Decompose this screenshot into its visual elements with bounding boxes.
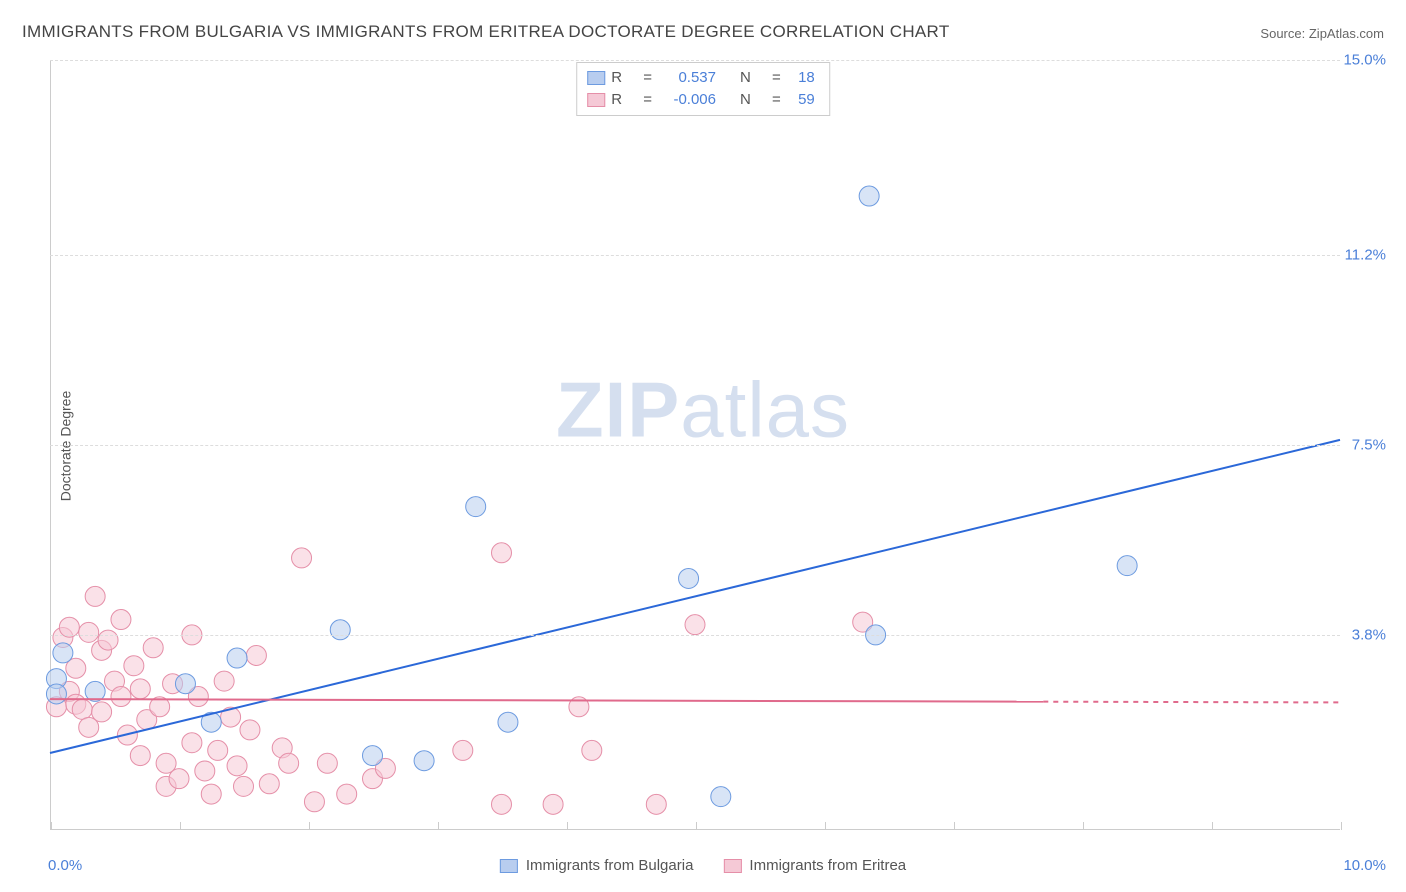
legend-swatch — [723, 859, 741, 873]
data-point — [201, 784, 221, 804]
series-name: Immigrants from Eritrea — [749, 857, 906, 874]
data-point — [143, 638, 163, 658]
legend-n-value: 18 — [787, 67, 815, 89]
x-tick-label-min: 0.0% — [48, 857, 82, 874]
data-point — [124, 656, 144, 676]
legend-eq: = — [643, 67, 652, 89]
data-point — [414, 751, 434, 771]
x-tick-label-max: 10.0% — [1343, 857, 1386, 874]
data-point — [279, 753, 299, 773]
data-point — [685, 615, 705, 635]
data-point — [259, 774, 279, 794]
gridline — [50, 60, 1340, 61]
legend-r-value: 0.537 — [658, 67, 716, 89]
data-point — [543, 794, 563, 814]
y-tick-label: 15.0% — [1343, 52, 1386, 69]
data-point — [330, 620, 350, 640]
legend-eq: = — [772, 89, 781, 111]
legend-r-value: -0.006 — [658, 89, 716, 111]
data-point — [1117, 556, 1137, 576]
legend-r-label: R — [611, 89, 637, 111]
data-point — [130, 679, 150, 699]
data-point — [498, 712, 518, 732]
data-point — [582, 740, 602, 760]
data-point — [85, 586, 105, 606]
data-point — [214, 671, 234, 691]
series-name: Immigrants from Bulgaria — [526, 857, 694, 874]
data-point — [98, 630, 118, 650]
data-point — [234, 776, 254, 796]
legend-row: R = 0.537 N = 18 — [587, 67, 815, 89]
legend-r-label: R — [611, 67, 637, 89]
data-point — [292, 548, 312, 568]
data-point — [53, 643, 73, 663]
data-point — [492, 543, 512, 563]
correlation-legend: R = 0.537 N = 18 R = -0.006 N = 59 — [576, 62, 830, 116]
source-attribution: Source: ZipAtlas.com — [1260, 26, 1384, 41]
chart-title: IMMIGRANTS FROM BULGARIA VS IMMIGRANTS F… — [22, 22, 950, 42]
data-point — [646, 794, 666, 814]
trend-line — [50, 440, 1340, 753]
legend-n-label: N — [740, 67, 766, 89]
gridline — [50, 635, 1340, 636]
data-point — [859, 186, 879, 206]
data-point — [466, 497, 486, 517]
data-point — [79, 622, 99, 642]
data-point — [304, 792, 324, 812]
data-point — [130, 746, 150, 766]
source-label: Source: — [1260, 26, 1305, 41]
data-point — [182, 733, 202, 753]
gridline — [50, 445, 1340, 446]
data-point — [208, 740, 228, 760]
data-point — [711, 787, 731, 807]
data-point — [72, 699, 92, 719]
data-point — [363, 746, 383, 766]
data-point — [92, 702, 112, 722]
data-point — [246, 645, 266, 665]
y-tick-label: 7.5% — [1352, 437, 1386, 454]
data-point — [175, 674, 195, 694]
data-point — [111, 610, 131, 630]
y-tick-label: 11.2% — [1345, 247, 1386, 264]
legend-n-value: 59 — [787, 89, 815, 111]
series-legend: Immigrants from Bulgaria Immigrants from … — [500, 857, 906, 874]
legend-swatch — [587, 93, 605, 107]
legend-eq: = — [643, 89, 652, 111]
y-tick-label: 3.8% — [1352, 626, 1386, 643]
legend-swatch — [587, 71, 605, 85]
series-legend-item: Immigrants from Eritrea — [723, 857, 906, 874]
data-point — [492, 794, 512, 814]
legend-eq: = — [772, 67, 781, 89]
data-point — [195, 761, 215, 781]
trend-line-extrapolated — [1043, 702, 1340, 703]
data-point — [337, 784, 357, 804]
data-point — [317, 753, 337, 773]
source-value: ZipAtlas.com — [1309, 26, 1384, 41]
gridline — [50, 255, 1340, 256]
data-point — [46, 684, 66, 704]
legend-n-label: N — [740, 89, 766, 111]
data-point — [240, 720, 260, 740]
data-point — [227, 648, 247, 668]
legend-swatch — [500, 859, 518, 873]
series-legend-item: Immigrants from Bulgaria — [500, 857, 694, 874]
data-point — [111, 687, 131, 707]
x-tick — [1341, 822, 1342, 830]
legend-row: R = -0.006 N = 59 — [587, 89, 815, 111]
data-point — [169, 769, 189, 789]
data-point — [453, 740, 473, 760]
data-point — [679, 568, 699, 588]
data-point — [227, 756, 247, 776]
